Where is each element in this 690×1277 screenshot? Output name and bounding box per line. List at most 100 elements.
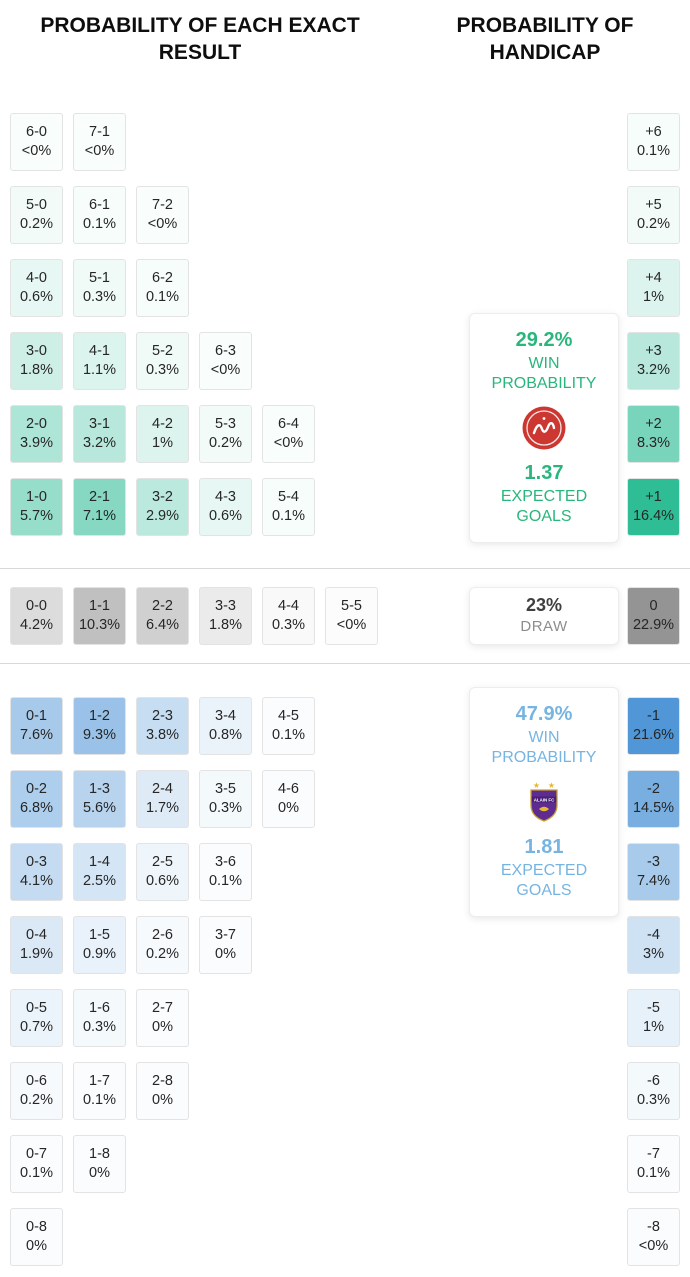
score-cell-value: 2-5 (152, 854, 173, 871)
score-cell: 0-4 1.9% (10, 916, 63, 974)
score-cell-prob: 1.1% (82, 362, 117, 378)
draw-handicap-column: 0 22.9% (627, 587, 680, 645)
away-logo-text: ALAIN FC (534, 797, 555, 802)
home-score-row: 6-0 <0% 7-1 <0% (10, 113, 378, 171)
away-score-row: 0-5 0.7% 1-6 0.3% 2-7 0% (10, 989, 378, 1047)
away-expected-goals: 1.81 (524, 836, 564, 858)
home-score-row: 1-0 5.7% 2-1 7.1% 3-2 2.9% 4-3 0.6% 5-4 0.1% (10, 478, 378, 536)
handicap-cell: -5 1% (627, 989, 680, 1047)
score-cell-prob: 0.3% (271, 617, 306, 633)
score-cell-value: 5-0 (26, 197, 47, 214)
score-cell-prob: 0.1% (271, 508, 306, 524)
away-team-logo: ★ ★ ALAIN FC (521, 779, 567, 825)
exact-result-title: PROBABILITY OF EACH EXACT RESULT (40, 14, 360, 64)
score-cell-prob: 0.3% (145, 362, 180, 378)
score-cell-prob: 0.8% (208, 727, 243, 743)
score-cell-prob: 0.1% (145, 289, 180, 305)
handicap-cell-value: +5 (645, 197, 662, 214)
draw-score-row: 0-0 4.2% 1-1 10.3% 2-2 6.4% 3-3 1.8% 4-4 0.3% 5-5 <… (10, 587, 378, 645)
score-cell-value: 3-2 (152, 489, 173, 506)
score-cell-value: 5-5 (341, 598, 362, 615)
away-score-row: 0-1 7.6% 1-2 9.3% 2-3 3.8% 3-4 0.8% 4-5 0.1% (10, 697, 378, 755)
score-cell-value: 2-6 (152, 927, 173, 944)
handicap-cell-prob: 21.6% (632, 727, 675, 743)
score-cell-value: 7-1 (89, 124, 110, 141)
score-cell: 4-0 0.6% (10, 259, 63, 317)
home-win-card: 29.2% WIN PROBABILITY 1.37 EXPECTED GOAL… (469, 313, 619, 543)
score-cell-prob: 0% (89, 1165, 110, 1181)
score-cell-value: 3-7 (215, 927, 236, 944)
handicap-cell-value: -6 (647, 1073, 660, 1090)
score-cell: 3-5 0.3% (199, 770, 252, 828)
home-expected-goals: 1.37 (524, 462, 564, 484)
away-win-section: 0-1 7.6% 1-2 9.3% 2-3 3.8% 3-4 0.8% 4-5 0.1% 0-2 6.… (0, 687, 690, 1266)
score-cell: 4-5 0.1% (262, 697, 315, 755)
score-cell-prob: 0.3% (82, 1019, 117, 1035)
handicap-cell-prob: 3.2% (636, 362, 671, 378)
handicap-cell: -6 0.3% (627, 1062, 680, 1120)
score-cell: 2-5 0.6% (136, 843, 189, 901)
handicap-title: PROBABILITY OF HANDICAP (456, 14, 634, 64)
handicap-cell: +6 0.1% (627, 113, 680, 171)
handicap-cell: +4 1% (627, 259, 680, 317)
score-cell-prob: 0.1% (208, 873, 243, 889)
score-cell-prob: 0.7% (19, 1019, 54, 1035)
away-win-card: 47.9% WIN PROBABILITY ★ ★ ALAIN FC 1.81 … (469, 687, 619, 917)
score-cell: 4-6 0% (262, 770, 315, 828)
handicap-cell-prob: 8.3% (636, 435, 671, 451)
score-cell: 3-1 3.2% (73, 405, 126, 463)
score-cell-prob: 0% (152, 1019, 173, 1035)
draw-card-column: 23% DRAW (378, 587, 627, 645)
handicap-cell-prob: 1% (643, 1019, 664, 1035)
home-handicap-column: +6 0.1% +5 0.2% +4 1% +3 3.2% +2 8.3% +1 16.4% (627, 113, 680, 536)
score-cell-value: 1-0 (26, 489, 47, 506)
score-cell-value: 4-6 (278, 781, 299, 798)
home-expected-goals-label: EXPECTED GOALS (500, 488, 588, 525)
score-cell: 6-4 <0% (262, 405, 315, 463)
score-cell-prob: 1.8% (19, 362, 54, 378)
score-cell: 2-2 6.4% (136, 587, 189, 645)
score-cell-prob: 10.3% (78, 617, 121, 633)
handicap-cell-prob: 1% (643, 289, 664, 305)
handicap-cell-value: 0 (649, 598, 658, 615)
score-cell-value: 3-3 (215, 598, 236, 615)
handicap-cell: 0 22.9% (627, 587, 680, 645)
score-cell-value: 0-0 (26, 598, 47, 615)
score-cell-prob: 7.1% (82, 508, 117, 524)
handicap-cell: -4 3% (627, 916, 680, 974)
score-cell-value: 3-0 (26, 343, 47, 360)
score-cell: 2-0 3.9% (10, 405, 63, 463)
score-cell-prob: 0.9% (82, 946, 117, 962)
score-cell-prob: 1.7% (145, 800, 180, 816)
score-cell-prob: <0% (336, 617, 367, 633)
score-cell-prob: 0% (278, 800, 299, 816)
score-cell: 0-7 0.1% (10, 1135, 63, 1193)
score-cell-value: 3-6 (215, 854, 236, 871)
handicap-cell-value: -4 (647, 927, 660, 944)
away-expected-goals-label: EXPECTED GOALS (500, 862, 588, 899)
score-cell: 4-2 1% (136, 405, 189, 463)
draw-label: DRAW (520, 618, 568, 635)
handicap-cell-prob: 16.4% (632, 508, 675, 524)
divider (0, 663, 690, 664)
handicap-cell-value: +6 (645, 124, 662, 141)
score-cell-prob: 2.5% (82, 873, 117, 889)
score-cell: 1-3 5.6% (73, 770, 126, 828)
home-team-crest-icon (522, 406, 566, 450)
score-cell-value: 4-2 (152, 416, 173, 433)
score-cell: 3-6 0.1% (199, 843, 252, 901)
score-cell: 1-0 5.7% (10, 478, 63, 536)
home-team-logo (521, 405, 567, 451)
score-cell-value: 2-0 (26, 416, 47, 433)
score-cell: 3-7 0% (199, 916, 252, 974)
score-cell-value: 1-4 (89, 854, 110, 871)
home-score-row: 4-0 0.6% 5-1 0.3% 6-2 0.1% (10, 259, 378, 317)
handicap-cell-value: +2 (645, 416, 662, 433)
away-score-row: 0-3 4.1% 1-4 2.5% 2-5 0.6% 3-6 0.1% (10, 843, 378, 901)
score-cell-prob: 0.2% (19, 216, 54, 232)
score-cell: 5-0 0.2% (10, 186, 63, 244)
score-cell-value: 0-4 (26, 927, 47, 944)
score-cell: 1-4 2.5% (73, 843, 126, 901)
away-score-grid: 0-1 7.6% 1-2 9.3% 2-3 3.8% 3-4 0.8% 4-5 0.1% 0-2 6.… (10, 697, 378, 1266)
